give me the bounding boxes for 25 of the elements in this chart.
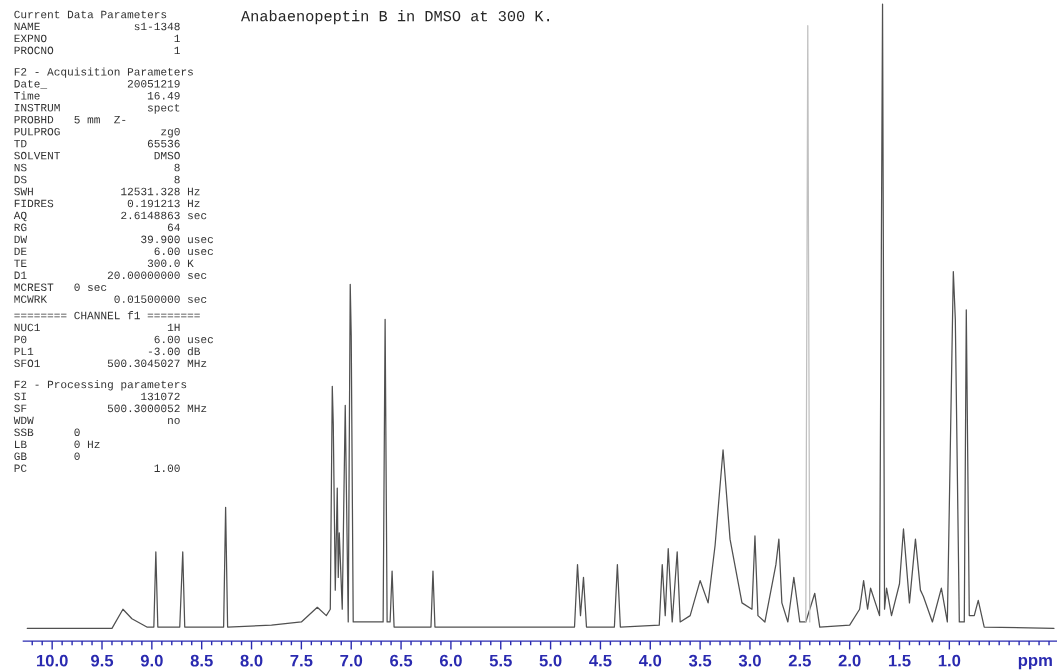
x-tick-label: 3.0 [738,654,761,667]
x-tick-label: 4.0 [638,654,662,667]
x-tick-label: 8.5 [190,654,213,667]
x-tick-label: 4.5 [589,654,612,667]
chart-title: Anabaenopeptin B in DMSO at 300 K. [241,10,549,25]
x-tick-label: 1.0 [938,654,961,667]
annotation: Current Data Parameters NAME s1-1348 EXPNO 1 PROCNO 1 [14,10,180,55]
x-tick-label: 7.0 [340,654,363,667]
text: F2 - Acquisition Parameters Date_ 20051219 Time 16.49 INSTRUM spect PROBHD 5 mm Z- PULPROG zg0 TD 65536 SOLVENT DMSO NS 8 DS 8 SWH 12531.328 Hz FIDRES 0.191213 Hz AQ 2.6148863 sec RG 64 DW 39.900 usec DE 6.00 usec TE 300.0 K D1 20.00000000 sec MCREST 0 sec MCWRK 0.01500000 sec [13,67,213,303]
x-tick-label: 9.5 [91,654,114,667]
x-tick-label: 5.5 [489,654,512,667]
annotation: F2 - Processing parameters SI 131072 SF 500.3000052 MHz WDW no SSB 0 LB 0 Hz GB 0 PC 1.00 [13,380,207,472]
x-tick-label: 3.5 [688,654,712,667]
annotation: ======== CHANNEL f1 ======== NUC1 1H P0 6.00 usec PL1 -3.00 dB SFO1 500.3045027 MHz [14,311,213,368]
x-tick-label: 6.5 [390,654,413,667]
x-axis-title: ppm [1018,656,1052,670]
x-tick-label: 8.0 [240,654,263,667]
x-tick-label: 6.0 [439,654,462,667]
x-tick-label: 1.5 [888,654,911,667]
x-tick-label: 2.5 [788,654,811,667]
x-tick-label: 7.5 [290,654,313,667]
x-tick-label: 9.0 [140,654,163,667]
x-tick-label: 5.0 [539,654,562,667]
x-tick-label: 10.0 [37,654,68,667]
x-tick-label: 2.0 [838,654,861,667]
